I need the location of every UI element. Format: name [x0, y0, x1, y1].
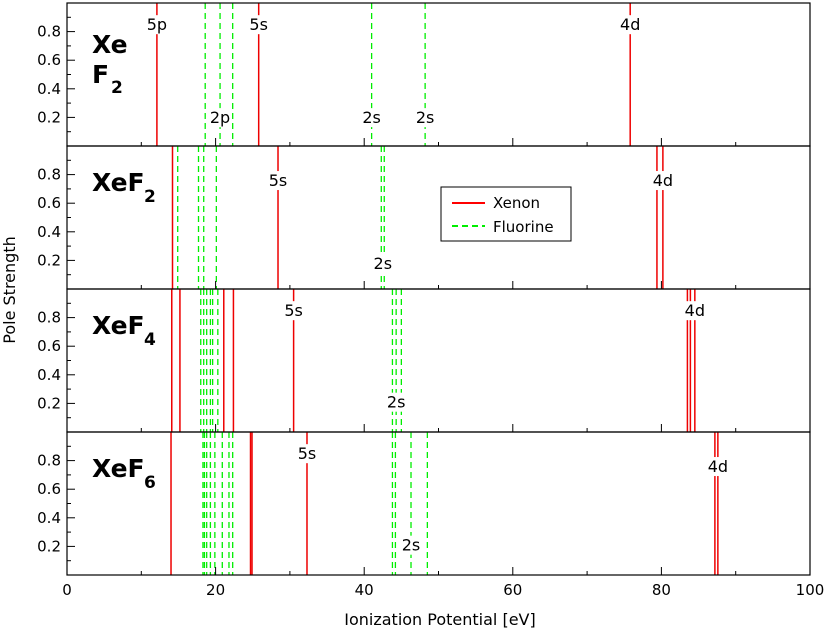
- molecule-subscript: 2: [144, 187, 156, 207]
- panel-3: 0.2 0.4 0.6 0.8 5s 4d 2s XeF 4: [37, 288, 811, 433]
- y-tick-label: 0.4: [37, 80, 61, 98]
- molecule-label: XeF: [92, 168, 145, 197]
- y-tick-label: 0.2: [37, 251, 61, 269]
- y-tick-label: 0.4: [37, 366, 61, 384]
- peak-annotation: 2s: [402, 536, 421, 555]
- panel-frame: [66, 2, 811, 147]
- y-tick-label: 0.2: [37, 108, 61, 126]
- panel-1: 0.2 0.4 0.6 0.8 5p 5s 4d 2p 2s 2s XeF 2: [37, 2, 811, 147]
- x-tick-label: 0: [62, 581, 72, 599]
- panel-4: 0.2 0.4 0.6 0.8 5s 4d 2s XeF 6: [37, 431, 811, 576]
- peak-annotation: 4d: [708, 457, 728, 476]
- annotation-bg: [371, 253, 394, 273]
- y-tick-label: 0.8: [37, 23, 61, 41]
- peak-annotation: 4d: [620, 15, 640, 34]
- x-axis-label: Ionization Potential [eV]: [344, 610, 535, 629]
- peak-annotation: 5s: [249, 15, 268, 34]
- annotation-bg: [360, 108, 383, 128]
- panel-frame: [66, 145, 811, 290]
- y-tick-label: 0.4: [37, 509, 61, 527]
- peak-annotation: 5s: [298, 444, 317, 463]
- annotation-bg: [683, 301, 706, 321]
- y-tick-label: 0.6: [37, 194, 61, 212]
- molecule-subscript: 4: [144, 330, 156, 350]
- peak-annotation: 5p: [147, 15, 167, 34]
- annotation-bg: [414, 108, 437, 128]
- annotation-bg: [209, 108, 232, 128]
- y-tick-label: 0.6: [37, 480, 61, 498]
- annotation-bg: [400, 535, 423, 555]
- molecule-label: XeF: [92, 311, 145, 340]
- legend-box: [440, 186, 572, 242]
- x-tick-label: 60: [503, 581, 522, 599]
- peak-annotation: 2s: [374, 254, 393, 273]
- molecule-label-line2: F: [92, 60, 109, 89]
- annotation-bg: [706, 457, 729, 477]
- y-axis-label: Pole Strength: [0, 236, 19, 343]
- legend: Xenon Fluorine: [440, 186, 572, 242]
- molecule-subscript: 2: [111, 78, 123, 98]
- peak-annotation: 5s: [269, 171, 288, 190]
- y-tick-label: 0.8: [37, 452, 61, 470]
- x-tick-label: 80: [652, 581, 671, 599]
- x-tick-label: 100: [796, 581, 825, 599]
- x-axis: 0 20 40 60 80 100: [62, 581, 824, 599]
- annotation-bg: [282, 301, 305, 321]
- annotation-bg: [385, 392, 408, 412]
- y-tick-label: 0.8: [37, 309, 61, 327]
- y-tick-label: 0.6: [37, 51, 61, 69]
- peak-annotation: 2s: [362, 108, 381, 127]
- annotation-bg: [651, 171, 674, 191]
- annotation-bg: [295, 444, 318, 464]
- molecule-label: XeF: [92, 454, 145, 483]
- annotation-bg: [247, 15, 270, 35]
- peak-annotation: 2p: [210, 108, 230, 127]
- y-tick-label: 0.8: [37, 166, 61, 184]
- y-tick-label: 0.2: [37, 537, 61, 555]
- peak-annotation: 2s: [416, 108, 435, 127]
- panel-frame: [66, 431, 811, 576]
- peak-annotation: 4d: [653, 171, 673, 190]
- x-tick-label: 40: [355, 581, 374, 599]
- annotation-bg: [145, 15, 168, 35]
- peak-annotation: 4d: [685, 301, 705, 320]
- molecule-label: Xe: [92, 30, 128, 59]
- panel-2: 0.2 0.4 0.6 0.8 5s 4d 2s XeF 2: [37, 145, 811, 290]
- annotation-bg: [267, 171, 290, 191]
- molecule-subscript: 6: [144, 473, 156, 493]
- y-tick-label: 0.2: [37, 394, 61, 412]
- peak-annotation: 5s: [284, 301, 303, 320]
- legend-fluorine-label: Fluorine: [493, 218, 554, 236]
- peak-annotation: 2s: [387, 393, 406, 412]
- annotation-bg: [619, 15, 642, 35]
- x-tick-label: 20: [206, 581, 225, 599]
- y-tick-label: 0.6: [37, 337, 61, 355]
- y-tick-label: 0.4: [37, 223, 61, 241]
- legend-xenon-label: Xenon: [493, 194, 540, 212]
